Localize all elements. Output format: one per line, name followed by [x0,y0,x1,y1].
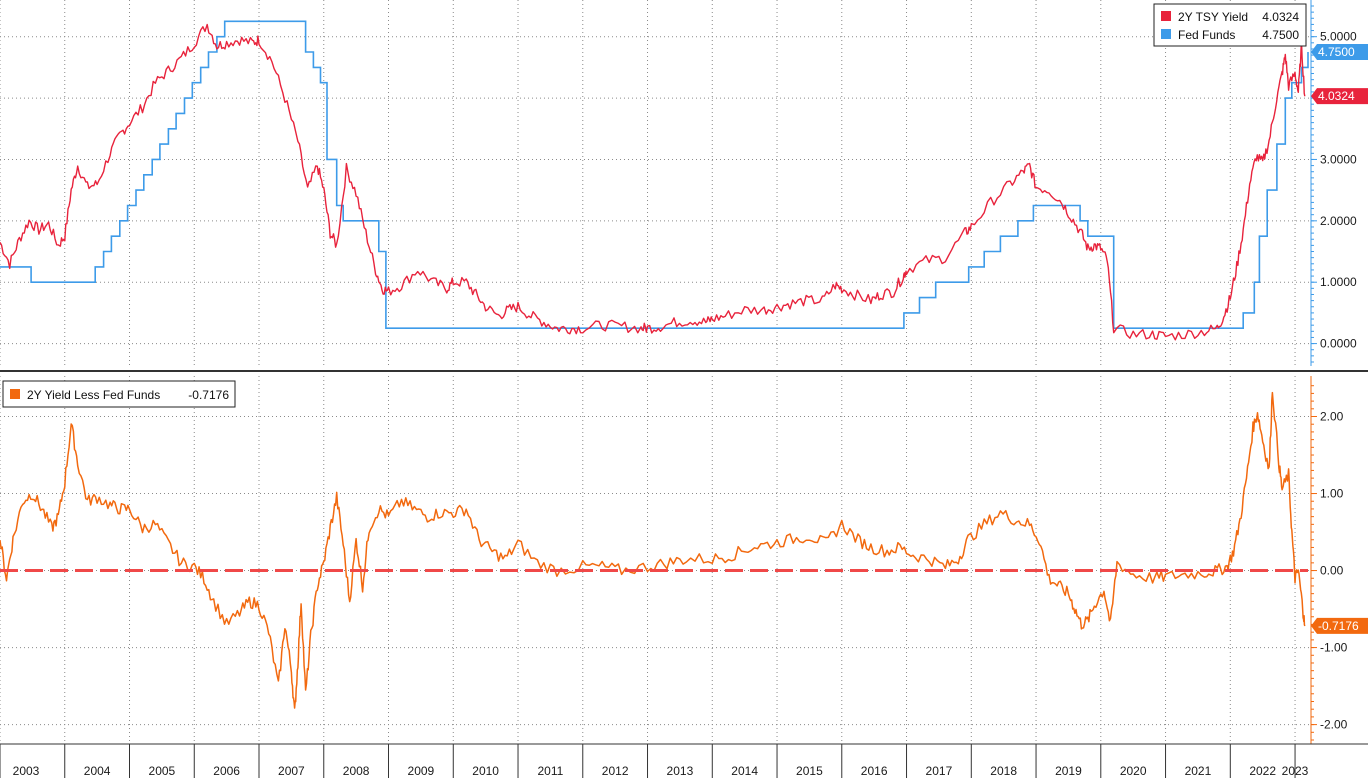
tag-spread-bg [1311,617,1368,634]
legend-label-fed: Fed Funds [1178,28,1235,42]
tag-fed-funds-bg [1311,44,1368,61]
y-tick-label: -2.00 [1320,718,1348,732]
x-tick-label: 2009 [408,764,435,778]
tag-spread: -0.7176 [1318,619,1359,633]
series-fed-funds [0,20,1309,329]
y-tick-label: -1.00 [1320,641,1348,655]
x-tick-label: 2003 [13,764,40,778]
tag-fed-funds: 4.7500 [1318,45,1355,59]
tag-2y-yield: 4.0324 [1318,89,1355,103]
x-tick-label: 2015 [796,764,823,778]
legend-top-box [1153,3,1307,47]
x-tick-label: 2016 [861,764,888,778]
x-tick-label: 2021 [1185,764,1212,778]
ticks-layer: 2003 2004 2005 2006 2007 2008 2009 2010 2011 2012… [0,5,1357,778]
legend-swatch-2y [1161,11,1171,21]
y-tick-label: 1.0000 [1320,275,1357,289]
legend-swatch-spread [10,389,20,399]
tag-2y-yield-bg [1311,88,1368,105]
y-tick-label: 0.0000 [1320,337,1357,351]
legend-value-fed: 4.7500 [1262,28,1299,42]
x-tick-label: 2023 [1282,764,1309,778]
top-panel-series [0,20,1309,341]
axis-layer [0,0,1368,745]
y-tick-label: 1.00 [1320,487,1344,501]
series-2y-yield [0,23,1306,341]
x-tick-label: 2018 [990,764,1017,778]
legend-label-2y: 2Y TSY Yield [1178,10,1248,24]
x-tick-label: 2017 [926,764,953,778]
value-tags: 4.7500 4.0324 -0.7176 [1311,44,1368,634]
x-tick-label: 2005 [149,764,176,778]
legend-value-spread: -0.7176 [188,388,229,402]
x-tick-label: 2013 [667,764,694,778]
x-tick-label: 2006 [213,764,240,778]
y-tick-label: 5.0000 [1320,30,1357,44]
x-tick-label: 2008 [343,764,370,778]
legend-bottom: 2Y Yield Less Fed Funds -0.7176 [2,380,236,408]
y-tick-label: 2.0000 [1320,214,1357,228]
legend-swatch-fed [1161,29,1171,39]
y-tick-label: 2.00 [1320,410,1344,424]
x-tick-label: 2004 [84,764,111,778]
legend-value-2y: 4.0324 [1262,10,1299,24]
series-spread [0,391,1306,709]
x-tick-label: 2020 [1120,764,1147,778]
legend-top: 2Y TSY Yield 4.0324 Fed Funds 4.7500 [1153,3,1307,47]
x-tick-label: 2019 [1055,764,1082,778]
y-tick-label: 0.00 [1320,564,1344,578]
x-tick-label: 2014 [731,764,758,778]
x-tick-label: 2012 [602,764,629,778]
legend-bottom-box [2,380,236,408]
bottom-panel-series [0,391,1308,709]
x-tick-label: 2011 [537,764,563,778]
y-tick-label: 3.0000 [1320,152,1357,166]
x-tick-label: 2007 [278,764,305,778]
x-tick-label: 2022 [1249,764,1276,778]
legend-label-spread: 2Y Yield Less Fed Funds [27,388,160,402]
x-tick-label: 2010 [472,764,499,778]
